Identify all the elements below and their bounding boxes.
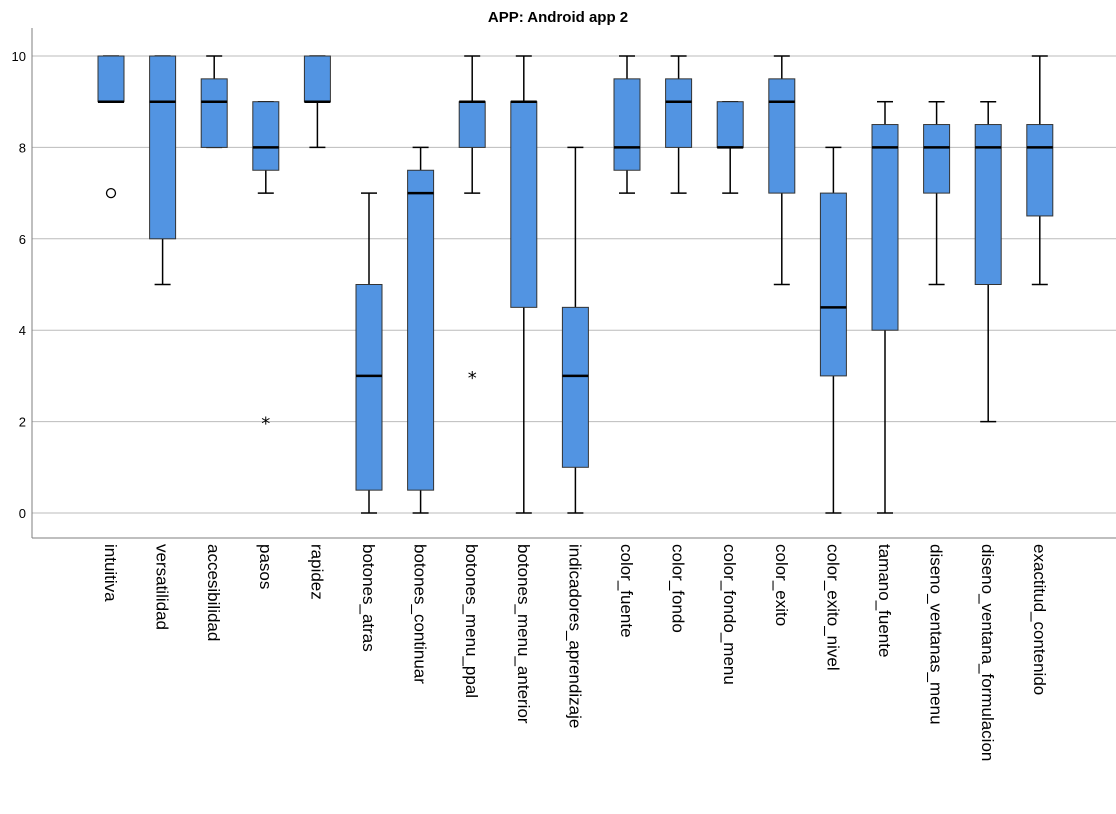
category-label: color_exito bbox=[772, 544, 791, 626]
box-accesibilidad bbox=[200, 55, 228, 149]
box-color_exito bbox=[768, 55, 796, 286]
y-tick-label: 4 bbox=[19, 323, 26, 338]
category-label: botones_menu_ppal bbox=[462, 544, 481, 698]
box-color_fondo bbox=[665, 55, 693, 194]
box-iqr bbox=[819, 192, 847, 377]
outlier-circle bbox=[105, 187, 117, 199]
box-iqr bbox=[613, 78, 641, 171]
y-tick-label: 0 bbox=[19, 506, 26, 521]
box-rapidez bbox=[303, 55, 331, 149]
box-iqr bbox=[303, 55, 331, 103]
box-color_fuente bbox=[613, 55, 641, 194]
y-tick-label: 8 bbox=[19, 140, 26, 155]
category-label: intuitiva bbox=[101, 544, 120, 602]
category-label: botones_menu_anterior bbox=[514, 544, 533, 724]
category-labels: intuitiva versatilidad accesibilidad pasos r… bbox=[101, 544, 1049, 761]
y-tick-label: 6 bbox=[19, 232, 26, 247]
box-botones_atras bbox=[355, 192, 383, 514]
box-iqr bbox=[252, 101, 280, 171]
category-label: exactitud_contenido bbox=[1030, 544, 1049, 695]
category-label: color_fondo bbox=[669, 544, 688, 633]
box-iqr bbox=[97, 55, 125, 103]
box-iqr bbox=[923, 124, 951, 194]
category-label: accesibilidad bbox=[204, 544, 223, 641]
category-label: botones_atras bbox=[359, 544, 378, 652]
box-botones_continuar bbox=[407, 146, 435, 514]
category-label: color_fuente bbox=[617, 544, 636, 638]
category-label: indicadores_aprendizaje bbox=[565, 544, 584, 728]
box-color_fondo_menu bbox=[716, 100, 744, 194]
category-label: tamano_fuente bbox=[875, 544, 894, 657]
box-iqr bbox=[149, 55, 177, 240]
y-axis-ticks: 0 2 4 6 8 10 bbox=[12, 49, 26, 521]
category-label: diseno_ventanas_menu bbox=[927, 544, 946, 725]
category-label: botones_continuar bbox=[411, 544, 430, 684]
box-iqr bbox=[1026, 124, 1054, 217]
box-color_exito_nivel bbox=[819, 146, 847, 514]
box-indicadores_aprendizaje bbox=[561, 146, 589, 514]
category-label: diseno_ventana_formulacion bbox=[978, 544, 997, 761]
category-label: color_fondo_menu bbox=[720, 544, 739, 685]
chart-title: APP: Android app 2 bbox=[488, 9, 628, 26]
box-iqr bbox=[561, 306, 589, 468]
box-versatilidad bbox=[149, 55, 177, 286]
box-iqr bbox=[716, 101, 744, 148]
box-intuitiva bbox=[97, 55, 125, 199]
axes bbox=[31, 28, 1116, 539]
y-tick-label: 10 bbox=[12, 49, 26, 64]
box-diseno_ventanas_menu bbox=[923, 100, 951, 286]
boxes: ** bbox=[97, 55, 1054, 514]
category-label: pasos bbox=[256, 544, 275, 589]
box-iqr bbox=[974, 124, 1002, 285]
box-iqr bbox=[665, 78, 693, 148]
box-iqr bbox=[200, 78, 228, 148]
box-iqr bbox=[407, 169, 435, 491]
box-iqr bbox=[355, 284, 383, 491]
box-pasos: * bbox=[252, 100, 280, 435]
box-iqr bbox=[458, 101, 486, 148]
category-label: color_exito_nivel bbox=[823, 544, 842, 671]
category-label: rapidez bbox=[307, 544, 326, 600]
box-iqr bbox=[871, 124, 899, 331]
box-iqr bbox=[510, 101, 538, 308]
category-label: versatilidad bbox=[153, 544, 172, 630]
box-botones_menu_anterior bbox=[510, 55, 538, 514]
y-tick-label: 2 bbox=[19, 415, 26, 430]
box-diseno_ventana_formulacion bbox=[974, 100, 1002, 423]
box-botones_menu_ppal: * bbox=[458, 55, 486, 389]
outlier-star: * bbox=[468, 368, 477, 389]
box-exactitud_contenido bbox=[1026, 55, 1054, 286]
box-tamano_fuente bbox=[871, 100, 899, 514]
outlier-star: * bbox=[261, 414, 270, 435]
box-iqr bbox=[768, 78, 796, 194]
